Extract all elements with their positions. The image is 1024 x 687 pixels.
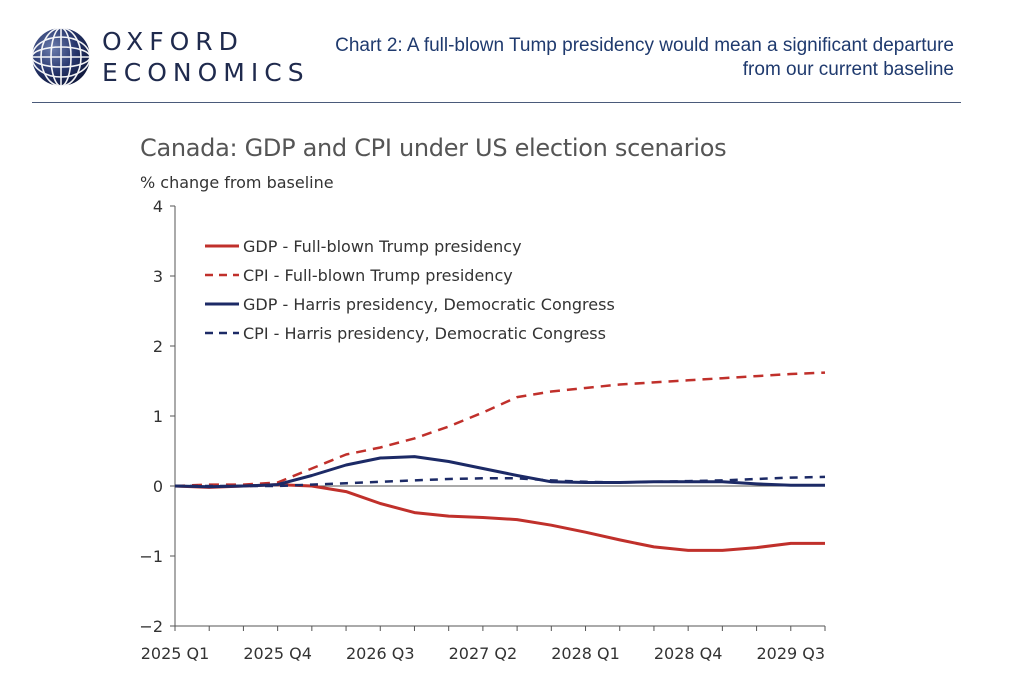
- series-line-3: [174, 455, 825, 489]
- legend-label-2: CPI - Full-blown Trump presidency: [243, 266, 513, 285]
- series-line-4: [175, 475, 826, 488]
- y-tick-label: 2: [153, 337, 163, 356]
- chart-legend: GDP - Full-blown Trump presidency CPI - F…: [205, 237, 615, 343]
- y-tick-label: 0: [153, 477, 163, 496]
- x-tick-label: 2026 Q3: [346, 644, 415, 663]
- x-tick-label: 2025 Q1: [141, 644, 210, 663]
- series-line-2: [174, 371, 826, 488]
- x-tick-label: 2027 Q2: [449, 644, 518, 663]
- series-line-1: [174, 483, 825, 552]
- y-tick-label: −1: [139, 547, 163, 566]
- header-title: Chart 2: A full-blown Tump presidency wo…: [335, 35, 954, 80]
- header-divider: [32, 102, 961, 103]
- x-tick-label: 2028 Q1: [551, 644, 620, 663]
- chart-axes: −2 −1 0 1 2 3 4 2025 Q1 2025 Q4 2026 Q3 2027 Q2 202…: [139, 197, 826, 663]
- y-axis-label: % change from baseline: [140, 173, 334, 192]
- legend-label-3: GDP - Harris presidency, Democratic Cong…: [243, 295, 615, 314]
- x-tick-label: 2028 Q4: [654, 644, 723, 663]
- logo-line-2: ECONOMICS: [102, 58, 310, 87]
- oxford-economics-logo: OXFORD ECONOMICS: [30, 26, 310, 88]
- x-tick-label: 2025 Q4: [243, 644, 312, 663]
- logo-line-1: OXFORD: [102, 27, 244, 56]
- logo-wordmark: OXFORD ECONOMICS: [102, 26, 310, 88]
- y-tick-label: 3: [153, 267, 163, 286]
- x-tick-label: 2029 Q3: [757, 644, 826, 663]
- chart-series: [174, 371, 826, 552]
- globe-icon: [31, 27, 91, 87]
- chart-title: Canada: GDP and CPI under US election sc…: [140, 134, 727, 162]
- y-tick-label: −2: [139, 617, 163, 636]
- legend-label-4: CPI - Harris presidency, Democratic Cong…: [243, 324, 606, 343]
- y-tick-label: 1: [153, 407, 163, 426]
- y-tick-label: 4: [153, 197, 163, 216]
- legend-label-1: GDP - Full-blown Trump presidency: [243, 237, 522, 256]
